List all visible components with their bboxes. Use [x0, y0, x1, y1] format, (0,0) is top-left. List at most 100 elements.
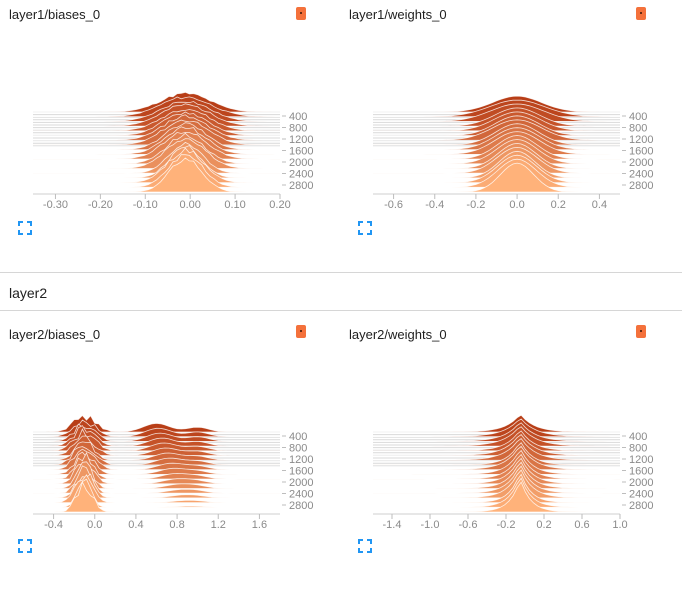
x-tick-label: 0.4 — [128, 519, 143, 531]
step-tick-label: 800 — [289, 123, 307, 135]
x-tick-label: -0.6 — [384, 199, 403, 211]
expand-icon[interactable] — [18, 539, 32, 553]
step-tick-label: 800 — [629, 123, 647, 135]
histogram-ridge — [32, 111, 281, 136]
histogram-ridge — [32, 474, 281, 503]
histogram-ridge — [372, 473, 621, 503]
expand-icon[interactable] — [18, 221, 32, 235]
histogram-ridge — [33, 481, 280, 513]
step-tick-label: 2800 — [629, 180, 653, 192]
histogram-ridge — [372, 449, 621, 475]
step-tick-label: 800 — [289, 443, 307, 455]
x-tick-label: 0.0 — [509, 199, 524, 211]
x-tick-label: 0.4 — [592, 199, 607, 211]
histogram-ridge — [372, 418, 621, 438]
histogram-ridge — [372, 457, 621, 485]
histogram-ridge — [372, 430, 621, 452]
x-tick-label: 0.00 — [179, 199, 200, 211]
histogram-ridge — [373, 414, 620, 433]
run-color-badge[interactable] — [636, 325, 646, 338]
histogram-ridge — [32, 96, 281, 118]
step-tick-label: 400 — [289, 111, 307, 123]
x-tick-label: -0.6 — [459, 519, 478, 531]
card-title: layer1/biases_0 — [9, 7, 101, 22]
x-tick-group: -0.30 -0.20 -0.10 0.00 0.10 0.20 — [43, 194, 291, 211]
histogram-ridge — [32, 103, 281, 127]
histogram-ridge — [372, 131, 621, 155]
histogram-ridge — [372, 445, 621, 471]
histogram-ridge — [33, 91, 280, 113]
expand-icon[interactable] — [358, 539, 372, 553]
x-tick-label: -0.30 — [43, 199, 68, 211]
histogram-chart: -0.30 -0.20 -0.10 0.00 0.10 0.20 4008001200160… — [32, 91, 313, 211]
ridge-group — [372, 95, 621, 193]
step-tick-label: 2400 — [629, 169, 653, 181]
histogram-ridge — [372, 139, 621, 165]
x-tick-label: 0.20 — [269, 199, 290, 211]
ridge-group — [372, 414, 621, 513]
x-tick-label: 1.6 — [252, 519, 267, 531]
x-tick-label: -0.2 — [497, 519, 516, 531]
histogram-ridge — [372, 135, 621, 160]
histogram-ridge — [32, 131, 281, 160]
ridge-group — [32, 414, 281, 513]
x-tick-group: -0.4 0.0 0.4 0.8 1.2 1.6 — [44, 514, 267, 531]
section-title[interactable]: layer2 — [9, 285, 48, 301]
step-tick-label: 2400 — [289, 169, 313, 181]
step-tick-label: 1200 — [289, 454, 313, 466]
x-tick-label: -0.10 — [133, 199, 158, 211]
histogram-ridge — [372, 103, 621, 122]
x-tick-label: -1.4 — [383, 519, 402, 531]
histogram-ridge — [373, 481, 620, 513]
histogram-chart: -0.6 -0.4 -0.2 0.0 0.2 0.44008001200160020002… — [372, 95, 653, 211]
histogram-ridge — [32, 122, 281, 151]
histogram-ridge — [32, 114, 281, 141]
run-color-badge[interactable] — [296, 7, 306, 20]
x-tick-label: 0.2 — [536, 519, 551, 531]
histogram-chart: -1.4 -1.0 -0.6 -0.2 0.2 0.6 1.0400800120016002… — [372, 414, 653, 531]
x-tick-label: 0.10 — [224, 199, 245, 211]
histogram-ridge — [372, 123, 621, 146]
x-tick-group: -1.4 -1.0 -0.6 -0.2 0.2 0.6 1.0 — [383, 514, 628, 531]
histogram-ridge — [372, 442, 621, 466]
histogram-ridge — [32, 435, 281, 456]
ridge-group — [32, 91, 281, 193]
x-tick-label: -0.2 — [466, 199, 485, 211]
x-tick-label: -1.0 — [421, 519, 440, 531]
step-tick-label: 1600 — [289, 466, 313, 478]
histogram-ridge — [372, 426, 621, 447]
step-tick-label: 1200 — [629, 454, 653, 466]
histogram-ridge — [373, 162, 620, 193]
histogram-card-layer2-biases: layer2/biases_0 -0.4 0.0 0.4 0.8 1.2 1.6 400 80… — [0, 320, 340, 588]
histogram-ridge — [372, 434, 621, 456]
expand-icon[interactable] — [358, 221, 372, 235]
step-tick-label: 2000 — [289, 157, 313, 169]
histogram-card-layer2-weights: layer2/weights_0 -1.4 -1.0 -0.6 -0.2 0.2 0.6 1… — [340, 320, 680, 588]
step-tick-label: 2800 — [289, 180, 313, 192]
step-tick-label: 400 — [629, 431, 647, 443]
x-tick-label: -0.4 — [44, 519, 63, 531]
histogram-ridge — [32, 428, 281, 452]
histogram-ridge — [372, 477, 621, 508]
step-tick-label: 400 — [289, 431, 307, 443]
histogram-ridge — [372, 111, 621, 132]
step-tick-label: 2000 — [629, 157, 653, 169]
step-tick-label: 1200 — [289, 134, 313, 146]
histogram-ridge — [32, 154, 281, 188]
histogram-ridge — [32, 145, 281, 179]
step-tick-label: 2000 — [289, 477, 313, 489]
histogram-ridge — [372, 150, 621, 179]
card-title: layer2/weights_0 — [349, 327, 447, 342]
histogram-ridge — [372, 107, 621, 127]
x-tick-label: 0.2 — [551, 199, 566, 211]
step-tick-label: 1200 — [629, 134, 653, 146]
run-color-badge[interactable] — [636, 7, 646, 20]
histogram-ridge — [32, 126, 281, 155]
histogram-ridge — [32, 109, 281, 132]
run-color-badge[interactable] — [296, 325, 306, 338]
histogram-ridge — [372, 127, 621, 151]
histogram-ridge — [372, 119, 621, 141]
